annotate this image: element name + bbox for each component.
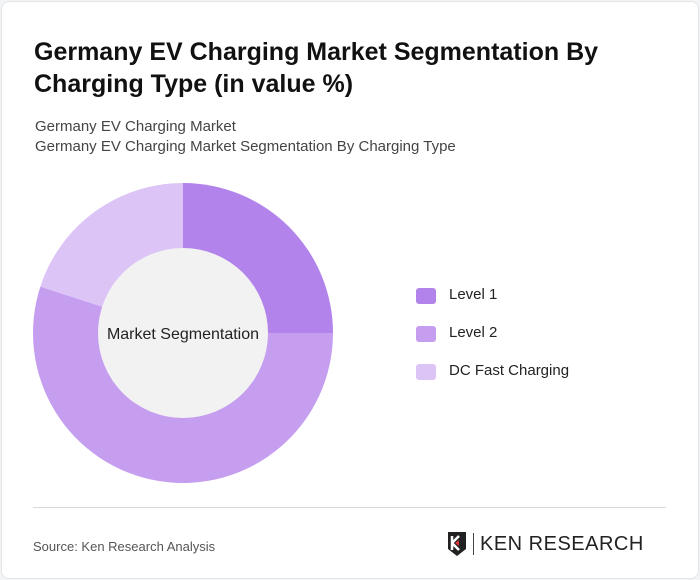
legend-swatch [416, 364, 436, 380]
logo-shield-icon [448, 532, 466, 556]
divider [33, 507, 666, 508]
chart-title: Germany EV Charging Market Segmentation … [34, 38, 599, 98]
logo-text: KEN RESEARCH [480, 532, 644, 555]
center-label: Market Segmentation [107, 326, 259, 343]
legend-label: Level 1 [449, 286, 498, 303]
ken-research-logo: KEN RESEARCH [446, 531, 644, 557]
legend-swatch [416, 326, 436, 342]
donut-hole [98, 248, 268, 418]
subtitle-segmentation: Germany EV Charging Market Segmentation … [35, 138, 456, 155]
source-note: Source: Ken Research Analysis [33, 539, 216, 554]
legend-label: DC Fast Charging [449, 362, 570, 379]
legend-swatch [416, 288, 436, 304]
subtitle-market: Germany EV Charging Market [35, 118, 236, 135]
legend-label: Level 2 [449, 324, 498, 341]
